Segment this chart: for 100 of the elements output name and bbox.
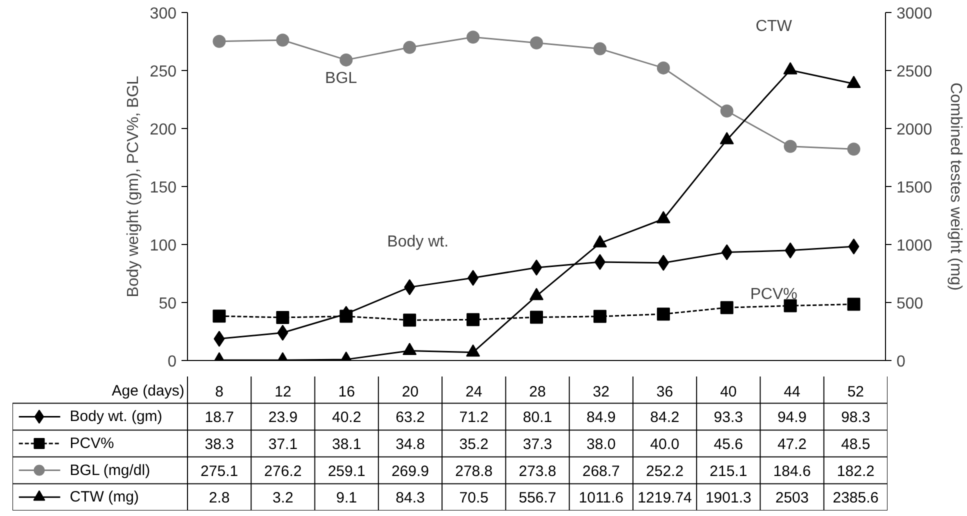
- data-label: 273.8: [518, 462, 556, 480]
- point: [656, 61, 670, 74]
- data-label: 275.1: [200, 462, 238, 480]
- data-label: 38.3: [204, 436, 234, 453]
- data-label: 80.1: [522, 409, 552, 426]
- x-axis-title: Age (days): [112, 382, 184, 400]
- annotation: BGL: [325, 70, 358, 88]
- data-label: 45.6: [714, 436, 744, 453]
- data-label: 1011.6: [578, 490, 624, 507]
- x-tick-label: 20: [402, 384, 419, 401]
- point: [530, 310, 543, 324]
- data-label: 259.1: [328, 462, 366, 480]
- point: [212, 310, 226, 323]
- data-label: 252.2: [646, 462, 684, 480]
- data-label: 9.1: [336, 490, 358, 507]
- point: [847, 142, 860, 156]
- point: [466, 30, 480, 44]
- data-label: 18.7: [204, 409, 234, 426]
- annotation: CTW: [756, 18, 793, 35]
- point: [847, 298, 860, 311]
- point: [530, 288, 544, 300]
- data-label: 268.7: [582, 462, 620, 480]
- point: [593, 42, 606, 56]
- legend-label: Body wt. (gm): [70, 408, 162, 426]
- point: [592, 235, 607, 248]
- point: [212, 34, 226, 48]
- point: [466, 313, 480, 326]
- x-tick-label: 16: [338, 384, 355, 401]
- data-label: 70.5: [459, 490, 488, 507]
- y-tick-label: 50: [158, 296, 177, 312]
- point: [783, 62, 798, 74]
- data-label: 40.2: [332, 409, 362, 426]
- x-tick-label: 36: [656, 384, 674, 401]
- data-label: 23.9: [268, 409, 298, 426]
- y-tick-label: 250: [150, 64, 177, 80]
- point: [656, 211, 670, 224]
- point: [720, 301, 734, 314]
- point: [276, 34, 290, 47]
- y-tick-label: 200: [150, 122, 177, 138]
- data-label: 40.0: [650, 436, 680, 453]
- point: [720, 132, 734, 144]
- point: [846, 76, 861, 88]
- data-label: 84.9: [586, 409, 616, 426]
- y2-axis-title: Combined testes weight (mg): [947, 82, 964, 291]
- point: [466, 344, 480, 357]
- y-tick-label: 300: [150, 6, 177, 22]
- data-label: 35.2: [459, 436, 488, 453]
- y2-tick-label: 2500: [896, 64, 932, 80]
- x-tick-label: 12: [274, 384, 292, 401]
- point: [340, 53, 353, 66]
- y2-tick-label: 0: [896, 354, 906, 370]
- x-tick-label: 24: [466, 384, 482, 401]
- x-tick-label: 40: [720, 384, 737, 401]
- x-tick-label: 8: [215, 384, 224, 401]
- data-label: 84.3: [396, 490, 425, 507]
- point: [403, 40, 416, 54]
- point: [720, 104, 734, 118]
- data-label: 84.2: [650, 409, 680, 426]
- data-label: 276.2: [264, 462, 302, 480]
- x-tick-label: 32: [592, 384, 610, 401]
- data-label: 2503: [775, 490, 809, 507]
- y2-tick-label: 1500: [896, 180, 932, 196]
- data-label: 93.3: [714, 409, 744, 426]
- data-label: 94.9: [777, 409, 807, 426]
- data-label: 182.2: [836, 462, 874, 480]
- data-label: 63.2: [396, 409, 425, 426]
- data-label: 71.2: [459, 409, 488, 426]
- point: [530, 36, 543, 50]
- y2-tick-label: 3000: [896, 6, 932, 22]
- legend-label: PCV%: [70, 435, 114, 452]
- point: [656, 308, 670, 321]
- x-tick-label: 44: [784, 384, 800, 401]
- y-axis-title: Body weight (gm), PCV%, BGL: [124, 76, 142, 298]
- data-label: 48.5: [841, 436, 870, 453]
- point: [340, 310, 353, 323]
- annotation: Body wt.: [387, 234, 449, 251]
- data-label: 47.2: [777, 436, 807, 453]
- point: [593, 310, 606, 323]
- data-label: 1901.3: [705, 490, 752, 507]
- data-label: 215.1: [710, 462, 748, 480]
- y-tick-label: 150: [150, 180, 177, 196]
- y2-tick-label: 500: [896, 296, 924, 312]
- point: [402, 342, 417, 355]
- data-label: 98.3: [841, 409, 870, 426]
- annotation: PCV%: [750, 286, 798, 303]
- x-tick-label: 52: [847, 384, 864, 401]
- data-label: 184.6: [773, 462, 811, 480]
- point: [784, 299, 797, 312]
- data-label: 38.0: [586, 436, 616, 453]
- data-label: 37.1: [268, 436, 298, 453]
- y-tick-label: 100: [150, 238, 177, 254]
- point: [784, 140, 797, 153]
- data-label: 38.1: [332, 436, 362, 453]
- legend-label: BGL (mg/dl): [70, 462, 150, 479]
- data-label: 278.8: [455, 462, 493, 480]
- legend-label: CTW (mg): [70, 488, 139, 506]
- y2-tick-label: 2000: [896, 122, 932, 138]
- data-label: 2.8: [208, 490, 230, 507]
- data-label: 3.2: [272, 490, 294, 507]
- data-label: 34.8: [396, 436, 425, 453]
